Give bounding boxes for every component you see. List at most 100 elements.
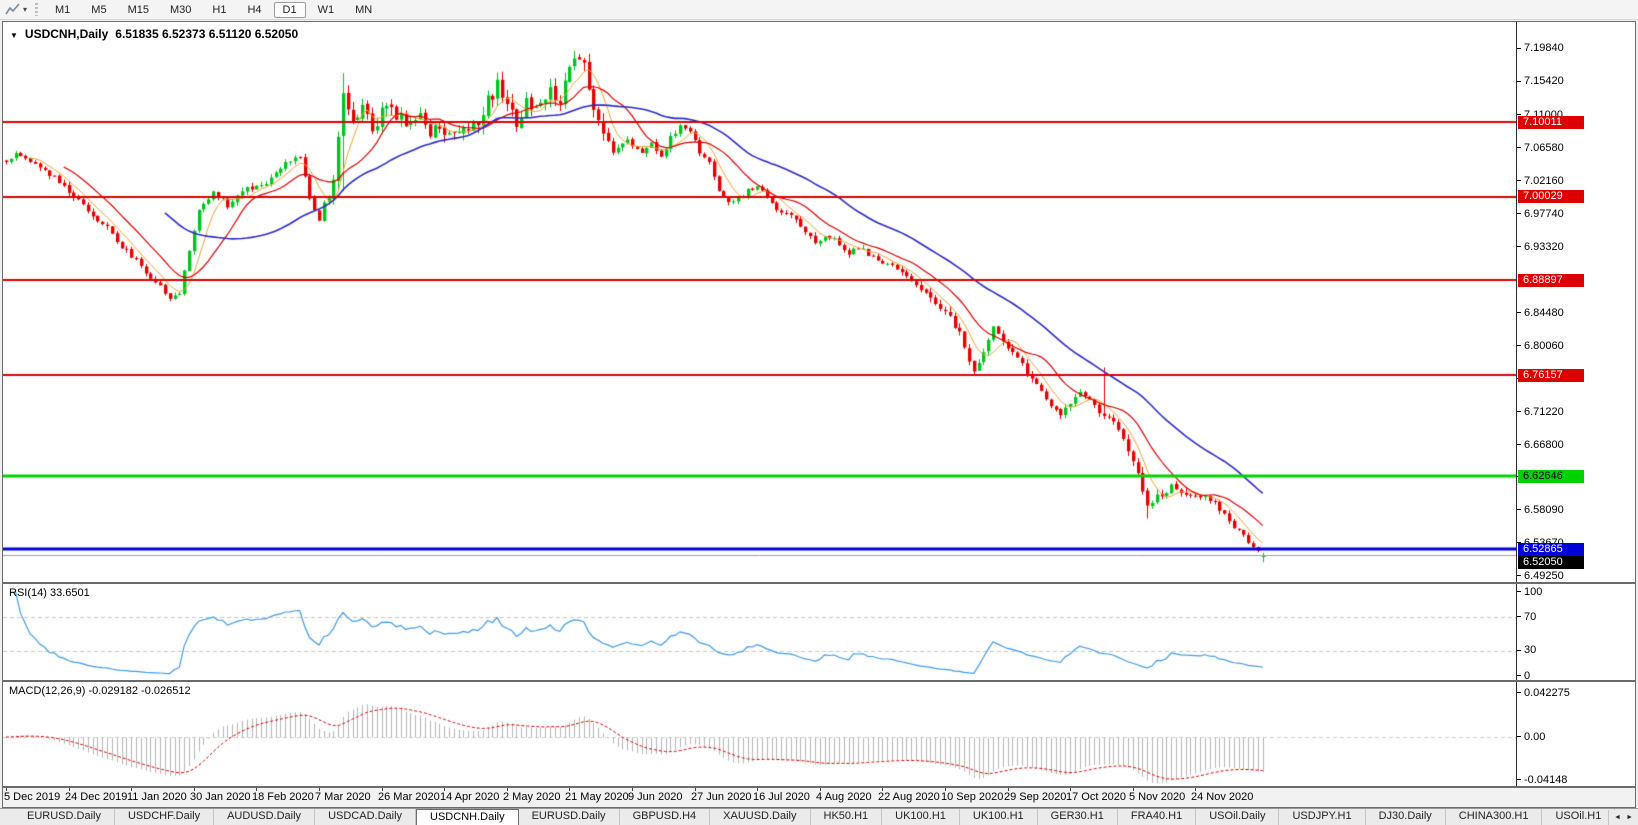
chart-line-icon[interactable] <box>3 3 22 16</box>
tab-eurusd-daily[interactable]: EURUSD.Daily <box>519 809 620 825</box>
level-price-label: 7.10011 <box>1518 115 1584 129</box>
tab-uk100-h1[interactable]: UK100.H1 <box>882 809 960 825</box>
price-tick-label: 6.71220 <box>1524 405 1564 418</box>
timeframe-button-m1[interactable]: M1 <box>55 3 71 16</box>
chart-window: ▼ USDCNH,Daily 6.51835 6.52373 6.51120 6… <box>2 21 1636 808</box>
tab-china300-h1[interactable]: CHINA300.H1 <box>1446 809 1543 825</box>
rsi-axis[interactable]: 100 70 30 0 <box>1516 584 1635 682</box>
date-label: 9 Jun 2020 <box>628 791 683 803</box>
date-label: 21 May 2020 <box>565 791 629 803</box>
tick-dash <box>1517 345 1521 347</box>
level-price-label: 6.88897 <box>1518 273 1584 287</box>
tab-hk50-h1[interactable]: HK50.H1 <box>811 809 883 825</box>
timeframe-button-h1[interactable]: H1 <box>212 3 227 16</box>
tick-dash <box>1517 147 1521 149</box>
level-price-label: 6.76157 <box>1518 368 1584 382</box>
tab-scroll-right-button[interactable]: ► <box>1626 814 1633 821</box>
date-label: 16 Jul 2020 <box>753 791 810 803</box>
tab-fra40-h1[interactable]: FRA40.H1 <box>1118 809 1197 825</box>
date-label: 5 Dec 2019 <box>4 791 61 803</box>
rsi-canvas[interactable] <box>3 584 1516 680</box>
current-price-label: 6.52050 <box>1518 555 1584 569</box>
date-label: 22 Aug 2020 <box>878 791 940 803</box>
tab-xauusd-daily[interactable]: XAUUSD.Daily <box>710 809 811 825</box>
date-label: 18 Feb 2020 <box>252 791 314 803</box>
timeframe-button-mn[interactable]: MN <box>355 3 373 16</box>
date-label: 29 Sep 2020 <box>1004 791 1067 803</box>
main-chart-pane: ▼ USDCNH,Daily 6.51835 6.52373 6.51120 6… <box>3 22 1635 584</box>
timeframe-button-h4[interactable]: H4 <box>247 3 262 16</box>
date-label: 2 May 2020 <box>503 791 561 803</box>
price-tick-label: 7.19840 <box>1524 42 1564 55</box>
tab-audusd-daily[interactable]: AUDUSD.Daily <box>214 809 316 825</box>
date-label: 26 Mar 2020 <box>378 791 440 803</box>
level-price-label: 7.00029 <box>1518 190 1584 204</box>
price-tick: 7.06580 <box>1517 141 1564 154</box>
macd-tick: 0.00 <box>1517 730 1545 743</box>
timeframe-button-w1[interactable]: W1 <box>317 3 335 16</box>
tick-dash <box>1517 213 1521 215</box>
price-tick-label: 6.49250 <box>1524 569 1564 582</box>
timeframe-button-m30[interactable]: M30 <box>169 3 192 16</box>
date-tick <box>256 788 257 791</box>
date-label: 24 Dec 2019 <box>65 791 128 803</box>
chart-tab-bar: EURUSD.Daily USDCHF.Daily AUDUSD.Daily USDC… <box>0 808 1638 825</box>
level-price-label: 6.52865 <box>1518 542 1584 556</box>
tick-dash <box>1517 180 1521 182</box>
timeframe-button-d1[interactable]: D1 <box>273 1 306 18</box>
tab-dj30-daily[interactable]: DJ30.Daily <box>1366 809 1446 825</box>
price-tick: 6.66800 <box>1517 438 1564 451</box>
tab-scroll-left-button[interactable]: ◄ <box>1614 814 1621 821</box>
tab-ger30-h1[interactable]: GER30.H1 <box>1038 809 1118 825</box>
tab-eurusd-daily[interactable]: EURUSD.Daily <box>14 809 115 825</box>
timeframe-button-m5[interactable]: M5 <box>91 3 107 16</box>
price-tick-label: 6.93320 <box>1524 240 1564 253</box>
price-axis[interactable]: 7.19840 7.15420 7.11000 7.06580 7.02160 6.977… <box>1516 22 1635 582</box>
date-label: 10 Sep 2020 <box>941 791 1004 803</box>
chart-tabs: EURUSD.Daily USDCHF.Daily AUDUSD.Daily USDC… <box>0 809 1638 825</box>
macd-canvas[interactable] <box>3 682 1516 786</box>
tab-usdcad-daily[interactable]: USDCAD.Daily <box>315 809 417 825</box>
tab-gbpusd-h4[interactable]: GBPUSD.H4 <box>620 809 711 825</box>
rsi-tick: 0 <box>1517 669 1530 682</box>
macd-axis[interactable]: 0.042275 0.00 -0.04148 <box>1516 682 1635 786</box>
main-chart-canvas[interactable] <box>3 22 1516 582</box>
price-tick: 6.84480 <box>1517 306 1564 319</box>
chart-collapse-icon[interactable]: ▼ <box>10 31 18 40</box>
date-tick <box>945 788 946 791</box>
price-tick-label: 7.02160 <box>1524 174 1564 187</box>
tick-dash <box>1517 591 1521 592</box>
rsi-tick-label: 100 <box>1524 585 1543 598</box>
timeframe-buttons: M1 M5 M15 M30 H1 H4 D1 W1 MN <box>46 1 381 18</box>
date-label: 7 Mar 2020 <box>315 791 371 803</box>
tick-dash <box>1517 312 1521 314</box>
toolbar-dropdown-icon[interactable]: ▾ <box>23 5 28 14</box>
tick-dash <box>1517 675 1521 676</box>
rsi-tick: 70 <box>1517 610 1536 623</box>
date-tick <box>444 788 445 791</box>
tab-usdchf-daily[interactable]: USDCHF.Daily <box>115 809 215 825</box>
rsi-tick-label: 0 <box>1524 669 1531 682</box>
tab-uk100-h1[interactable]: UK100.H1 <box>960 809 1038 825</box>
tab-usdjpy-h1[interactable]: USDJPY.H1 <box>1279 809 1366 825</box>
date-tick <box>1008 788 1009 791</box>
date-label: 5 Nov 2020 <box>1129 791 1186 803</box>
date-tick <box>1195 788 1196 791</box>
date-tick <box>632 788 633 791</box>
tick-dash <box>1517 779 1521 781</box>
price-tick: 7.02160 <box>1517 174 1564 187</box>
price-tick: 6.80060 <box>1517 339 1564 352</box>
macd-tick-label: -0.04148 <box>1524 773 1568 786</box>
tab-usoil-daily[interactable]: USOil.Daily <box>1196 809 1280 825</box>
date-tick <box>131 788 132 791</box>
date-axis[interactable]: 5 Dec 2019 24 Dec 2019 11 Jan 2020 30 Jan 2… <box>3 788 1635 807</box>
tab-usdcnh-daily[interactable]: USDCNH.Daily <box>416 809 519 825</box>
chart-symbol-timeframe: USDCNH,Daily <box>24 27 109 41</box>
date-label: 27 Jun 2020 <box>691 791 752 803</box>
tab-usoil-h1[interactable]: USOil.H1 <box>1542 809 1616 825</box>
tick-dash <box>1517 542 1521 544</box>
chart-title: ▼ USDCNH,Daily 6.51835 6.52373 6.51120 6… <box>10 27 298 41</box>
timeframe-button-m15[interactable]: M15 <box>127 3 149 16</box>
date-label: 24 Nov 2020 <box>1191 791 1254 803</box>
date-tick <box>757 788 758 791</box>
